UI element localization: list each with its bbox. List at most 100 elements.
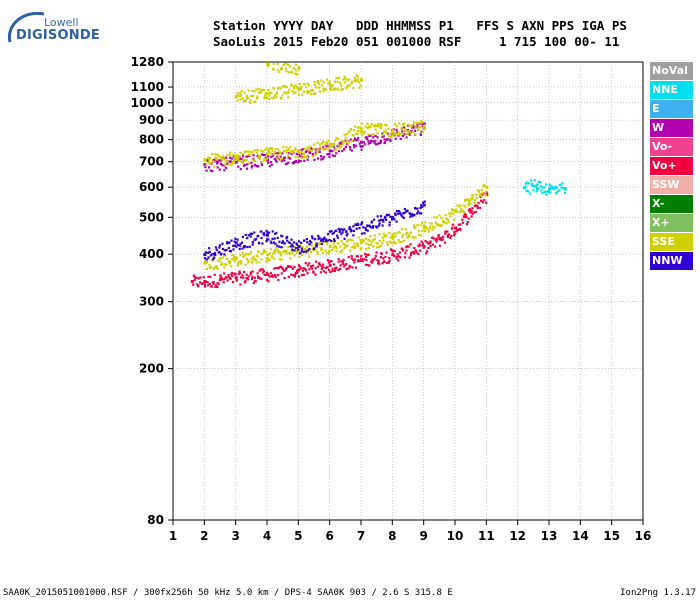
data-point-sse xyxy=(228,153,231,157)
data-point-sse xyxy=(423,224,426,227)
data-point-vo- xyxy=(327,268,331,271)
data-point-vo- xyxy=(353,258,357,261)
data-point-sse xyxy=(216,266,219,269)
data-point-sse xyxy=(236,92,239,95)
data-point-sse xyxy=(245,159,248,162)
data-point-sse xyxy=(349,238,352,241)
data-point-nnw xyxy=(317,234,320,238)
data-point-w xyxy=(366,137,369,141)
data-point-sse xyxy=(309,145,312,148)
data-point-sse xyxy=(441,219,445,222)
data-point-vo- xyxy=(212,283,215,286)
data-point-sse xyxy=(364,131,367,134)
data-point-nnw xyxy=(308,240,312,243)
data-point-sse xyxy=(372,239,375,242)
data-point-vo- xyxy=(412,250,415,254)
data-point-w xyxy=(383,138,386,141)
data-point-w xyxy=(343,148,346,151)
data-point-sse xyxy=(324,141,327,144)
data-point-w xyxy=(301,156,304,159)
data-point-sse xyxy=(243,99,246,103)
data-point-vo- xyxy=(398,251,402,254)
data-point-vo- xyxy=(360,258,363,262)
legend-item-nnw: NNW xyxy=(650,252,693,270)
data-point-sse xyxy=(231,253,234,256)
data-point-sse xyxy=(304,247,307,251)
data-point-sse xyxy=(212,160,215,163)
data-point-nne xyxy=(556,191,559,194)
data-point-sse xyxy=(254,100,257,103)
data-point-sse xyxy=(249,99,252,102)
data-point-nne xyxy=(549,185,552,188)
data-point-w xyxy=(309,147,313,150)
data-point-sse xyxy=(356,242,359,245)
data-point-sse xyxy=(241,97,245,100)
data-point-sse xyxy=(288,91,291,94)
data-point-sse xyxy=(265,257,268,260)
y-tick-label: 900 xyxy=(139,113,164,127)
data-point-sse xyxy=(367,238,370,241)
data-point-sse xyxy=(251,94,255,98)
data-point-sse xyxy=(251,158,254,161)
data-point-nne xyxy=(533,179,536,182)
data-point-vo- xyxy=(479,206,482,209)
data-point-sse xyxy=(306,250,309,253)
data-point-nnw xyxy=(363,232,366,235)
data-point-sse xyxy=(260,160,263,164)
data-point-nne xyxy=(563,187,567,191)
data-point-sse xyxy=(213,266,216,269)
data-point-vo- xyxy=(231,275,234,278)
data-point-vo- xyxy=(474,204,478,207)
data-point-vo- xyxy=(227,275,230,278)
data-point-sse xyxy=(406,130,410,133)
data-point-sse xyxy=(214,153,217,156)
data-point-vo- xyxy=(450,234,453,237)
data-point-vo- xyxy=(279,265,283,268)
data-point-w xyxy=(419,133,423,136)
data-point-w xyxy=(412,126,415,129)
data-point-nnw xyxy=(411,214,414,217)
data-point-vo- xyxy=(288,265,291,268)
data-point-sse xyxy=(348,140,351,143)
data-point-sse xyxy=(421,130,425,133)
data-point-sse xyxy=(360,241,363,245)
data-point-nne xyxy=(526,190,530,193)
data-point-vo- xyxy=(330,259,333,263)
data-point-nne xyxy=(525,181,528,184)
data-point-nne xyxy=(563,191,567,195)
data-point-w xyxy=(354,144,358,147)
data-point-nne xyxy=(543,190,546,193)
data-point-nnw xyxy=(328,230,331,233)
data-point-nnw xyxy=(376,215,379,218)
data-point-vo- xyxy=(418,249,422,252)
data-point-w xyxy=(314,148,318,151)
data-point-sse xyxy=(240,89,243,93)
data-point-nnw xyxy=(348,226,351,229)
data-point-nnw xyxy=(345,230,348,233)
data-point-w xyxy=(411,126,414,129)
data-point-sse xyxy=(322,140,325,143)
data-point-w xyxy=(421,123,424,126)
data-point-sse xyxy=(374,125,377,128)
data-point-sse xyxy=(369,243,373,246)
data-point-sse xyxy=(376,124,379,127)
data-point-vo- xyxy=(459,228,462,231)
data-point-vo- xyxy=(261,271,265,274)
data-point-sse xyxy=(341,88,345,91)
data-point-sse xyxy=(311,155,314,158)
data-point-vo- xyxy=(193,278,196,281)
data-point-vo- xyxy=(404,252,407,255)
data-point-nnw xyxy=(240,241,244,244)
data-point-nnw xyxy=(311,237,314,240)
data-point-sse xyxy=(237,94,240,97)
x-tick-label: 5 xyxy=(294,529,302,543)
data-point-nnw xyxy=(290,243,294,246)
data-point-sse xyxy=(324,143,327,147)
data-point-sse xyxy=(318,143,322,146)
data-point-sse xyxy=(362,132,366,135)
data-point-sse xyxy=(366,126,369,130)
data-point-nnw xyxy=(362,226,365,229)
data-point-w xyxy=(367,140,370,143)
data-point-sse xyxy=(229,163,232,166)
data-point-vo- xyxy=(329,270,332,274)
